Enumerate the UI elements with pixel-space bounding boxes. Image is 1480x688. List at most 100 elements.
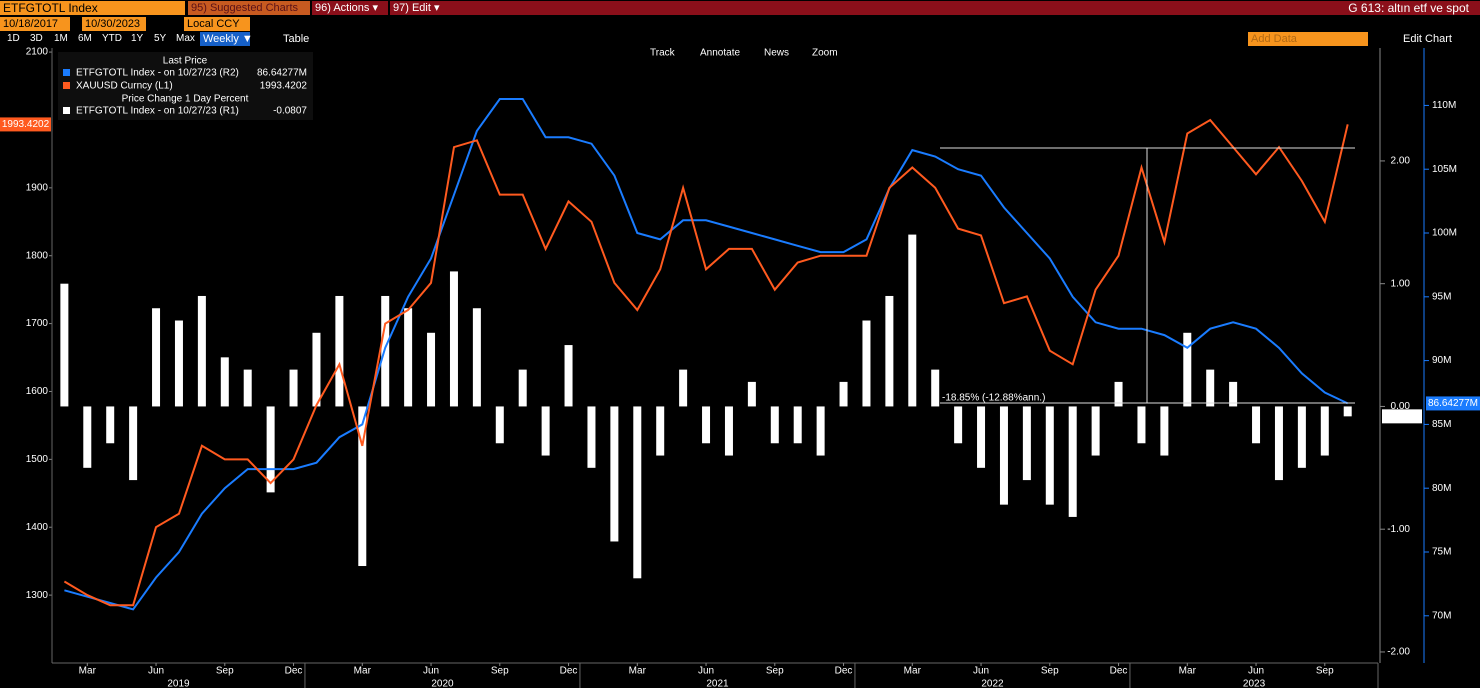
bar <box>243 369 252 407</box>
bar <box>999 406 1008 505</box>
bar <box>816 406 825 456</box>
chart-tool[interactable]: News <box>764 48 789 59</box>
x-tick-label: Dec <box>560 666 578 677</box>
legend-entry: ETFGTOTL Index - on 10/27/23 (R1) <box>76 106 239 117</box>
period-button[interactable]: Max <box>176 33 195 44</box>
x-tick-label: Mar <box>354 666 372 677</box>
y-tick-label: 1400 <box>26 522 49 533</box>
frequency[interactable]: Weekly ▼ <box>200 32 253 46</box>
bar <box>679 369 688 407</box>
bar <box>1252 406 1261 444</box>
currency[interactable]: Local CCY <box>184 17 250 31</box>
bar <box>931 369 940 407</box>
plot-area <box>52 48 1378 663</box>
y3-tick-label: -1.00 <box>1387 524 1410 535</box>
bar <box>1297 406 1306 468</box>
bar <box>954 406 963 444</box>
edit-chart[interactable]: Edit Chart <box>1403 33 1452 45</box>
y-tick-label: 1600 <box>26 386 49 397</box>
legend-heading: Last Price <box>163 56 208 67</box>
bar <box>862 320 871 407</box>
y-tick-label: 1700 <box>26 318 49 329</box>
bar <box>83 406 92 468</box>
ticker-field[interactable]: ETFGTOTL Index <box>0 1 185 15</box>
bar <box>587 406 596 468</box>
bar <box>724 406 733 456</box>
year-label: 2023 <box>1243 679 1266 688</box>
bar <box>1229 381 1238 407</box>
bar <box>702 406 711 444</box>
actions-menu[interactable]: 96) Actions ▾ <box>312 1 388 15</box>
bar <box>289 369 298 407</box>
bar <box>472 308 481 407</box>
add-data[interactable]: Add Data <box>1248 32 1368 46</box>
last-value-label: 1993.4202 <box>2 119 50 130</box>
chart: Track Annotate News Zoom 1300 1400 1500 1600 170… <box>0 47 1480 688</box>
y-tick-label: 1500 <box>26 454 49 465</box>
x-tick-label: Mar <box>79 666 97 677</box>
edit-menu[interactable]: 97) Edit ▾ <box>390 1 1480 15</box>
end-date[interactable]: 10/30/2023 <box>82 17 146 31</box>
y3-tick-label: 1.00 <box>1391 278 1411 289</box>
period-button[interactable]: 1Y <box>131 33 144 44</box>
last-value-tag <box>1426 396 1480 411</box>
bar <box>1160 406 1169 456</box>
date-bar: 10/18/2017 10/30/2023 Local CCY <box>0 17 1480 31</box>
legend-box <box>58 52 313 120</box>
bar <box>197 295 206 407</box>
bar <box>174 320 183 407</box>
period-button[interactable]: 1M <box>54 33 68 44</box>
y2-tick-label: 85M <box>1432 419 1451 430</box>
bar <box>106 406 115 444</box>
y-tick-label: 2100 <box>26 47 49 58</box>
y-tick-label: 1900 <box>26 182 49 193</box>
bar <box>1274 406 1283 481</box>
bar <box>977 406 986 468</box>
bar <box>1183 332 1192 407</box>
bar <box>129 406 138 481</box>
start-date[interactable]: 10/18/2017 <box>0 17 70 31</box>
bar <box>518 369 527 407</box>
series-line <box>64 98 1349 611</box>
bar <box>427 332 436 407</box>
bar <box>908 234 917 407</box>
bar <box>1022 406 1031 481</box>
y-tick-label: 1800 <box>26 250 49 261</box>
period-button[interactable]: YTD <box>102 33 122 44</box>
legend-swatch <box>63 69 70 76</box>
year-label: 2022 <box>981 679 1004 688</box>
bar <box>610 406 619 542</box>
bar <box>1091 406 1100 456</box>
table-button[interactable]: Table <box>283 33 310 45</box>
x-tick-label: Jun <box>973 666 989 677</box>
x-tick-label: Jun <box>1248 666 1264 677</box>
period-button[interactable]: 5Y <box>154 33 167 44</box>
y-tick-label: 1300 <box>26 590 49 601</box>
x-tick-label: Jun <box>698 666 714 677</box>
chart-tool[interactable]: Annotate <box>700 48 740 59</box>
chart-tool[interactable]: Zoom <box>812 48 838 59</box>
bar <box>312 332 321 407</box>
y2-tick-label: 80M <box>1432 483 1451 494</box>
bar <box>449 271 458 407</box>
bar <box>1045 406 1054 505</box>
bar <box>1137 406 1146 444</box>
bar <box>793 406 802 444</box>
bar <box>1068 406 1077 517</box>
bar <box>1206 369 1215 407</box>
title-bar: ETFGTOTL Index 95) Suggested Charts 96) … <box>0 0 1480 16</box>
year-label: 2020 <box>431 679 454 688</box>
last-value-tag <box>1382 409 1422 424</box>
x-tick-label: Sep <box>766 666 784 677</box>
chart-tool[interactable]: Track <box>650 48 676 59</box>
bar <box>495 406 504 444</box>
period-button[interactable]: 6M <box>78 33 92 44</box>
y3-tick-label: -2.00 <box>1387 647 1410 658</box>
period-button[interactable]: 1D <box>7 33 20 44</box>
x-tick-label: Dec <box>285 666 303 677</box>
year-label: 2019 <box>167 679 190 688</box>
period-button[interactable]: 3D <box>30 33 43 44</box>
suggested-charts[interactable]: 95) Suggested Charts <box>188 1 310 15</box>
annotation-text: -18.85% (-12.88%ann.) <box>942 393 1045 404</box>
